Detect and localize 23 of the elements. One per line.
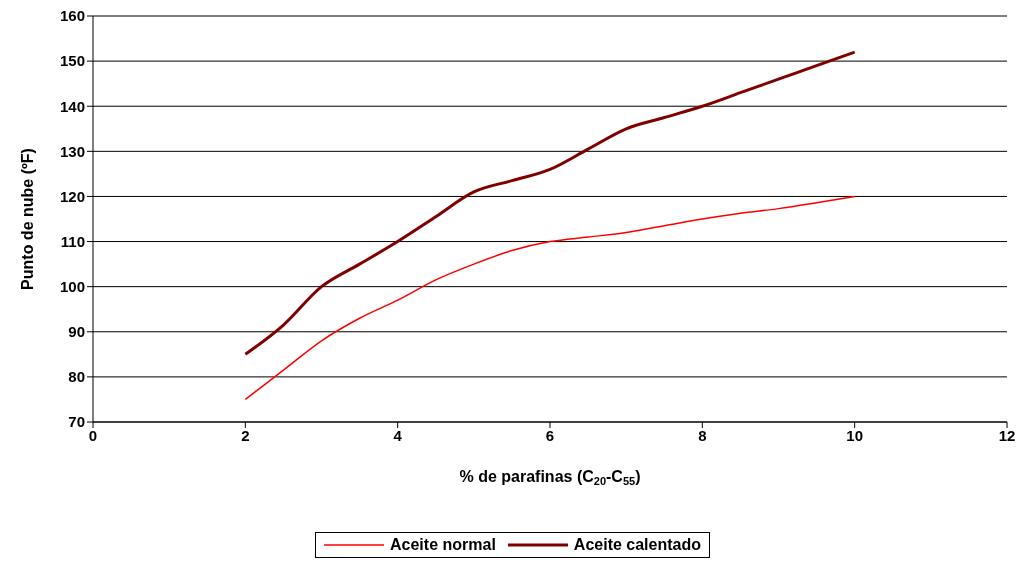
y-tick-label: 90 <box>68 323 85 341</box>
y-tick-label: 70 <box>68 413 85 431</box>
x-tick-label: 8 <box>698 426 707 444</box>
y-tick-label: 140 <box>59 97 85 115</box>
line-series <box>243 50 857 356</box>
line-series <box>244 195 856 401</box>
y-tick-label: 150 <box>59 52 85 70</box>
y-tick-label: 130 <box>59 142 85 160</box>
x-axis-title: % de parafinas (C$_{20}$-C$_{55}$) <box>459 468 641 487</box>
x-tick-label: 0 <box>88 426 98 444</box>
y-tick-label: 160 <box>59 7 85 25</box>
x-tick-label: 2 <box>241 426 250 444</box>
x-tick-label: 10 <box>846 426 864 444</box>
y-tick-label: 120 <box>59 187 85 205</box>
x-tick-label: 4 <box>393 426 403 444</box>
x-tick-label: 6 <box>545 426 555 444</box>
y-tick-label: 80 <box>68 368 85 386</box>
x-tick-label: 12 <box>998 426 1016 444</box>
y-tick-label: 100 <box>59 277 85 295</box>
legend-label: Aceite normal <box>389 536 496 554</box>
y-tick-label: 110 <box>60 232 85 250</box>
y-axis-title: Punto de nube (ºF) <box>19 148 36 290</box>
legend-label: Aceite calentado <box>572 536 701 554</box>
